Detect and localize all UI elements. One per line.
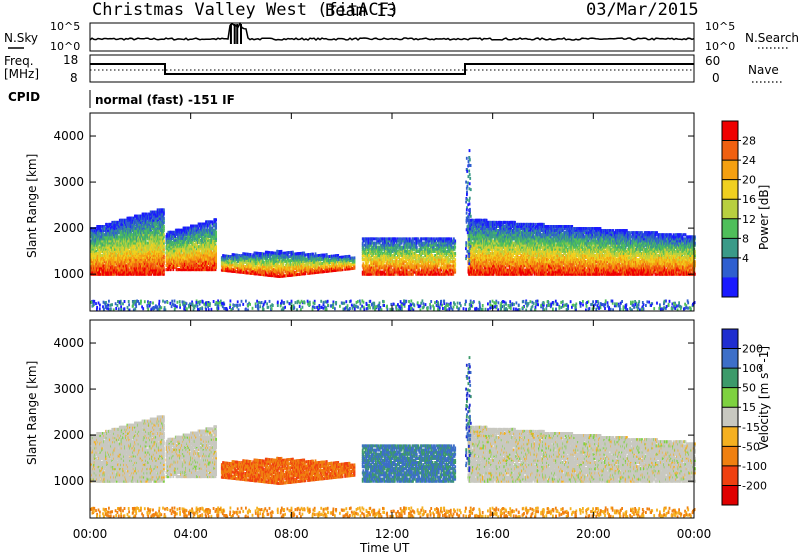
freq-tick-top: 18: [63, 53, 78, 67]
power-cell: [215, 231, 217, 234]
date-label: 03/Mar/2015: [586, 0, 699, 20]
nsky-line: [90, 24, 694, 41]
power-cell: [288, 255, 290, 258]
freq-label: Freq.: [4, 54, 34, 68]
nsearch-tick-top: 10^5: [705, 20, 735, 33]
freq-trace: [90, 64, 694, 74]
freq-unit: [MHz]: [4, 67, 39, 81]
nave-tick-bottom: 0: [712, 71, 720, 85]
nsearch-tick-bottom: 10^0: [705, 40, 735, 53]
power-cell: [163, 266, 165, 269]
power-heatmap: [90, 149, 696, 311]
nsearch-label: N.Search: [745, 31, 799, 45]
power-cell: [215, 223, 217, 226]
nsky-tick-bottom: 10^0: [50, 40, 80, 53]
beam-label: Beam 13: [325, 1, 397, 21]
cpid-label: CPID: [8, 90, 40, 104]
power-cell: [215, 218, 217, 221]
nsky-tick-top: 10^5: [50, 20, 80, 33]
power-cell: [163, 217, 165, 220]
freq-tick-bottom: 8: [70, 71, 78, 85]
power-cell: [163, 208, 165, 211]
cpid-value: normal (fast) -151 IF: [95, 93, 235, 107]
freq-panel: [90, 55, 694, 82]
nave-label: Nave: [748, 63, 779, 77]
power-cell: [163, 225, 165, 228]
nave-tick-top: 60: [705, 54, 720, 68]
power-cell: [215, 245, 217, 248]
power-cell: [163, 240, 165, 243]
power-cell: [163, 233, 165, 236]
nsky-panel: [90, 23, 694, 51]
nsky-trace: [90, 24, 694, 45]
nsky-label: N.Sky: [4, 31, 38, 45]
